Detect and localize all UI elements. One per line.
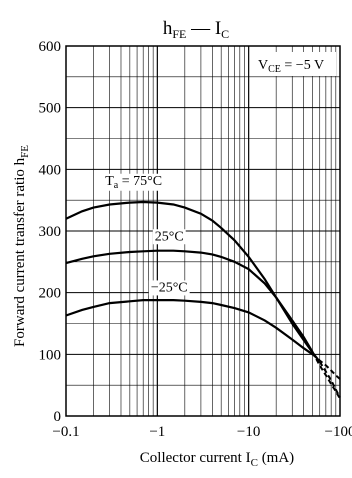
y-tick-label: 400: [39, 162, 62, 178]
x-tick-label: −10: [237, 424, 260, 440]
series-tail-dashed-0: [320, 362, 340, 398]
y-tick-label: 300: [39, 224, 62, 240]
condition-box: VCE = −5 V: [254, 52, 336, 76]
series-line-0: [66, 202, 320, 362]
y-tick-label: 200: [39, 286, 62, 302]
series-label-0: Ta = 75°C: [105, 174, 162, 191]
x-tick-label: −1: [149, 424, 165, 440]
grid-lines: [66, 46, 340, 416]
tick-labels: 0 100 200 300 400 500 600 −0.1 −1 −10 −100: [39, 39, 352, 440]
x-axis-label: Collector current IC (mA): [140, 450, 294, 469]
series-labels: Ta = 75°C 25°C −25°C: [103, 174, 189, 296]
y-tick-label: 600: [39, 39, 62, 55]
series-label-2: −25°C: [151, 280, 188, 295]
x-tick-label: −100: [325, 424, 352, 440]
y-axis-label: Forward current transfer ratio hFE: [12, 145, 31, 347]
series-label-1: 25°C: [155, 229, 184, 244]
y-tick-label: 100: [39, 347, 62, 363]
y-tick-label: 0: [54, 409, 62, 425]
condition-label: VCE = −5 V: [258, 58, 324, 75]
chart-title: hFE — IC: [163, 18, 229, 41]
y-tick-label: 500: [39, 101, 62, 117]
series-line-2: [66, 300, 313, 354]
x-tick-label: −0.1: [52, 424, 79, 440]
series-lines: [66, 202, 340, 399]
